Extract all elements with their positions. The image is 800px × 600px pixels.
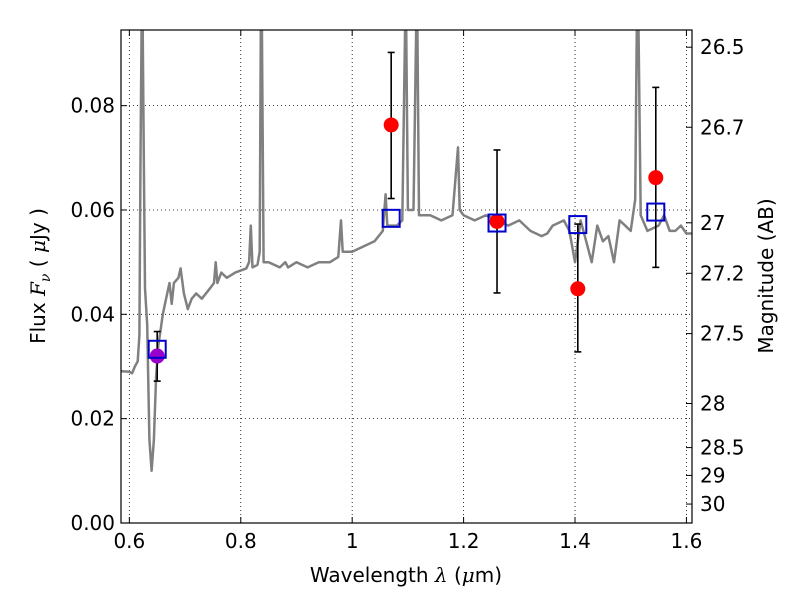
x-tick-label: 1.6 [671, 529, 703, 553]
spectrum-line [121, 30, 692, 473]
observed-point [570, 281, 586, 297]
x-tick-label: 1.4 [559, 529, 591, 553]
magnitude-tick-label: 26.7 [700, 115, 745, 139]
spectrum-layer [121, 30, 692, 473]
tick-marks [121, 30, 692, 524]
magnitude-axis-title: Magnitude (AB) [754, 198, 778, 353]
model-point [381, 208, 401, 228]
observed-point [149, 348, 165, 364]
magnitude-tick-label: 30 [700, 492, 725, 516]
observed-point [489, 213, 505, 229]
model-point [487, 213, 507, 233]
y-tick-label: 0.08 [70, 94, 115, 118]
magnitude-tick-label: 27 [700, 211, 725, 235]
y-axis-title: Flux Fν ( μJy ) [26, 208, 54, 344]
magnitude-tick-label: 27.2 [700, 261, 745, 285]
x-tick-label: 0.6 [113, 529, 145, 553]
x-axis-title: Wavelength λ (μm) [310, 563, 502, 587]
tick-labels: 0.6 0.8 1 1.2 1.4 1.6 0.00 0.02 0.04 0.06 0.08 26.5… [70, 35, 744, 553]
magnitude-tick-label: 28 [700, 391, 725, 415]
plot-frame [120, 29, 693, 524]
y-tick-label: 0.06 [70, 198, 115, 222]
x-tick-label: 1.2 [448, 529, 480, 553]
model-point [646, 202, 666, 222]
magnitude-tick-label: 29 [700, 463, 725, 487]
y-tick-label: 0.00 [70, 511, 115, 535]
model-points [147, 202, 666, 359]
model-point [568, 215, 588, 235]
x-tick-label: 0.8 [225, 529, 257, 553]
x-tick-label: 1 [346, 529, 359, 553]
magnitude-tick-label: 26.5 [700, 35, 745, 59]
y-tick-label: 0.02 [70, 407, 115, 431]
y-tick-label: 0.04 [70, 302, 115, 326]
observed-point [383, 117, 399, 133]
observed-point [648, 170, 664, 186]
magnitude-tick-label: 27.5 [700, 322, 745, 346]
observed-points [149, 117, 664, 364]
magnitude-tick-label: 28.5 [700, 436, 745, 460]
model-point [147, 339, 167, 359]
